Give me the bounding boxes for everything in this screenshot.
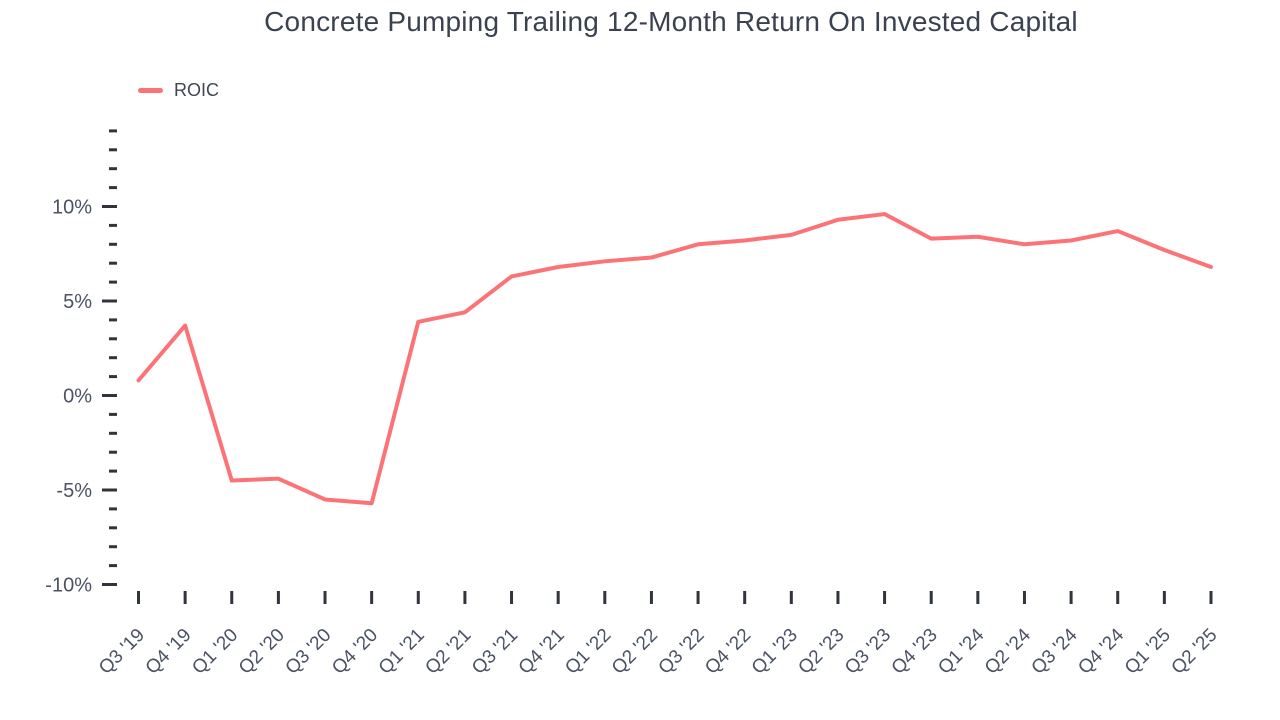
legend-item-roic[interactable]: ROIC bbox=[138, 80, 219, 101]
legend-line-swatch bbox=[138, 88, 163, 93]
y-axis-label: -10% bbox=[45, 575, 92, 597]
x-axis-label: Q4 '21 bbox=[515, 625, 569, 679]
x-axis-label: Q1 '24 bbox=[934, 624, 988, 678]
x-axis-label: Q1 '22 bbox=[561, 625, 615, 679]
x-axis-label: Q1 '23 bbox=[748, 625, 802, 679]
x-axis-label: Q1 '20 bbox=[188, 625, 242, 679]
x-axis-label: Q3 '23 bbox=[841, 625, 895, 679]
x-axis-label: Q4 '22 bbox=[701, 625, 755, 679]
x-axis-label: Q2 '24 bbox=[981, 624, 1035, 678]
x-axis-label: Q4 '24 bbox=[1074, 624, 1128, 678]
x-axis-label: Q2 '25 bbox=[1168, 625, 1222, 679]
x-axis-label: Q3 '22 bbox=[655, 625, 709, 679]
x-axis-label: Q2 '23 bbox=[794, 625, 848, 679]
x-axis-label: Q4 '20 bbox=[328, 625, 382, 679]
x-axis-label: Q3 '20 bbox=[282, 625, 336, 679]
y-axis-label: 10% bbox=[52, 197, 92, 219]
x-axis-label: Q4 '19 bbox=[142, 625, 196, 679]
x-axis-label: Q2 '20 bbox=[235, 625, 289, 679]
roic-line bbox=[136, 212, 1213, 506]
y-axis-label: 5% bbox=[63, 291, 92, 313]
x-axis-label: Q2 '22 bbox=[608, 625, 662, 679]
chart-title: Concrete Pumping Trailing 12-Month Retur… bbox=[264, 6, 1078, 37]
y-axis-label: 0% bbox=[63, 386, 92, 408]
x-axis-label: Q3 '19 bbox=[95, 625, 149, 679]
x-axis-label: Q2 '21 bbox=[421, 625, 475, 679]
x-axis-label: Q1 '21 bbox=[375, 625, 429, 679]
x-axis-label: Q3 '21 bbox=[468, 625, 522, 679]
x-axis-label: Q4 '23 bbox=[888, 625, 942, 679]
y-axis-label: -5% bbox=[56, 480, 92, 502]
x-axis-label: Q3 '24 bbox=[1028, 624, 1082, 678]
x-axis-label: Q1 '25 bbox=[1121, 625, 1175, 679]
legend-label: ROIC bbox=[174, 80, 219, 100]
